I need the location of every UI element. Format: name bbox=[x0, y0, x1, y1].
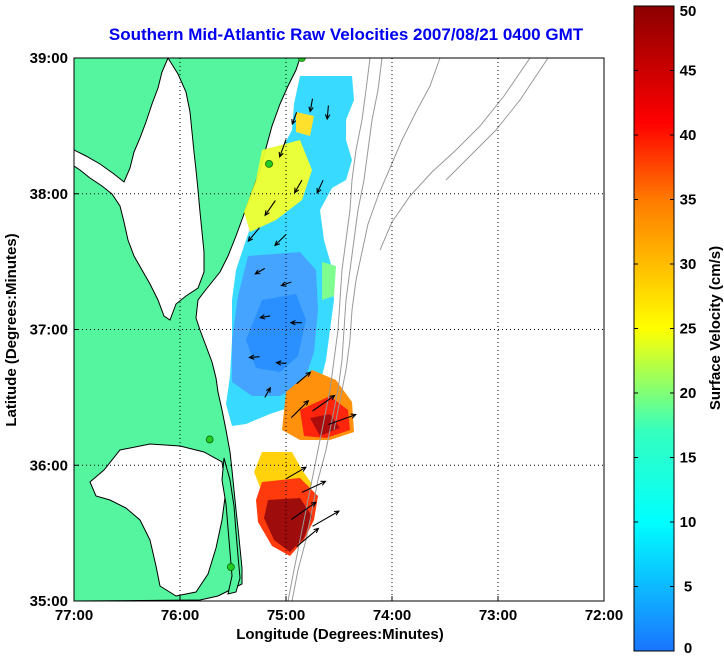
radar-site-marker bbox=[298, 58, 306, 62]
colorbar bbox=[633, 5, 675, 652]
velocity-arrow bbox=[294, 179, 303, 194]
y-tick-label: 35:00 bbox=[30, 593, 68, 610]
velocity-arrow bbox=[290, 501, 317, 520]
x-tick-label: 72:00 bbox=[585, 607, 623, 624]
x-tick-label: 77:00 bbox=[55, 607, 93, 624]
x-axis: 77:00 76:00 75:00 74:00 73:00 72:00 bbox=[55, 596, 623, 624]
pamlico-sound bbox=[89, 443, 227, 597]
velocity-arrow bbox=[308, 98, 314, 113]
velocity-arrow bbox=[247, 227, 260, 243]
x-tick-label: 74:00 bbox=[373, 607, 411, 624]
chart-title: Southern Mid-Atlantic Raw Velocities 200… bbox=[109, 25, 584, 44]
y-axis: 35:00 36:00 37:00 38:00 39:00 bbox=[30, 50, 79, 610]
velocity-arrow bbox=[289, 320, 302, 326]
velocity-arrow bbox=[248, 354, 260, 360]
colorbar-tick-label: 40 bbox=[680, 127, 697, 144]
velocity-arrow bbox=[274, 234, 287, 247]
velocity-arrow bbox=[328, 413, 357, 426]
outer-banks bbox=[221, 457, 241, 595]
colorbar-tick-label: 0 bbox=[684, 640, 692, 657]
radar-sites bbox=[205, 58, 306, 571]
radar-site-marker bbox=[226, 563, 235, 571]
colorbar-tick-label: 5 bbox=[684, 579, 692, 596]
radar-site-marker bbox=[205, 435, 214, 444]
colorbar-ticks: 0 5 10 15 20 25 30 35 40 45 50 bbox=[634, 3, 696, 657]
x-tick-label: 75:00 bbox=[267, 607, 305, 624]
y-axis-label: Latitude (Degrees:Minutes) bbox=[3, 233, 20, 426]
velocity-arrow bbox=[285, 466, 307, 480]
y-tick-label: 38:00 bbox=[30, 186, 68, 203]
velocity-arrow bbox=[275, 360, 287, 366]
colorbar-tick-label: 35 bbox=[680, 192, 697, 209]
velocity-vectors bbox=[247, 98, 357, 548]
velocity-arrow bbox=[296, 527, 320, 548]
velocity-arrow bbox=[264, 200, 276, 217]
colorbar-tick-label: 45 bbox=[680, 63, 697, 80]
velocity-arrow bbox=[291, 112, 298, 126]
velocity-arrow bbox=[290, 399, 310, 419]
velocity-arrow bbox=[316, 179, 324, 195]
velocity-arrow bbox=[301, 480, 327, 493]
grid-lines bbox=[74, 58, 604, 601]
colorbar-tick-label: 25 bbox=[680, 321, 697, 338]
colorbar-tick-label: 30 bbox=[680, 256, 697, 273]
x-axis-label: Longitude (Degrees:Minutes) bbox=[236, 626, 444, 643]
velocity-arrow bbox=[296, 371, 312, 385]
x-tick-label: 73:00 bbox=[479, 607, 517, 624]
radar-site-marker bbox=[265, 159, 273, 168]
velocity-arrow bbox=[312, 510, 341, 527]
y-tick-label: 37:00 bbox=[30, 322, 68, 339]
colorbar-tick-label: 50 bbox=[680, 3, 697, 20]
colorbar-tick-label: 20 bbox=[680, 385, 697, 402]
colorbar-tick-label: 15 bbox=[680, 450, 697, 467]
velocity-arrow bbox=[254, 267, 266, 275]
velocity-arrow bbox=[280, 281, 292, 287]
velocity-arrow bbox=[264, 386, 271, 398]
velocity-arrow bbox=[312, 394, 336, 412]
y-tick-label: 39:00 bbox=[30, 50, 68, 67]
colorbar-label: Surface Velocity (cm/s) bbox=[707, 246, 724, 410]
velocity-arrow bbox=[259, 314, 271, 320]
chesapeake-bay bbox=[74, 58, 205, 321]
y-tick-label: 36:00 bbox=[30, 457, 68, 474]
colorbar-tick-label: 10 bbox=[680, 514, 697, 531]
velocity-arrow bbox=[324, 105, 331, 121]
x-tick-label: 76:00 bbox=[161, 607, 199, 624]
velocity-arrow bbox=[278, 139, 287, 158]
